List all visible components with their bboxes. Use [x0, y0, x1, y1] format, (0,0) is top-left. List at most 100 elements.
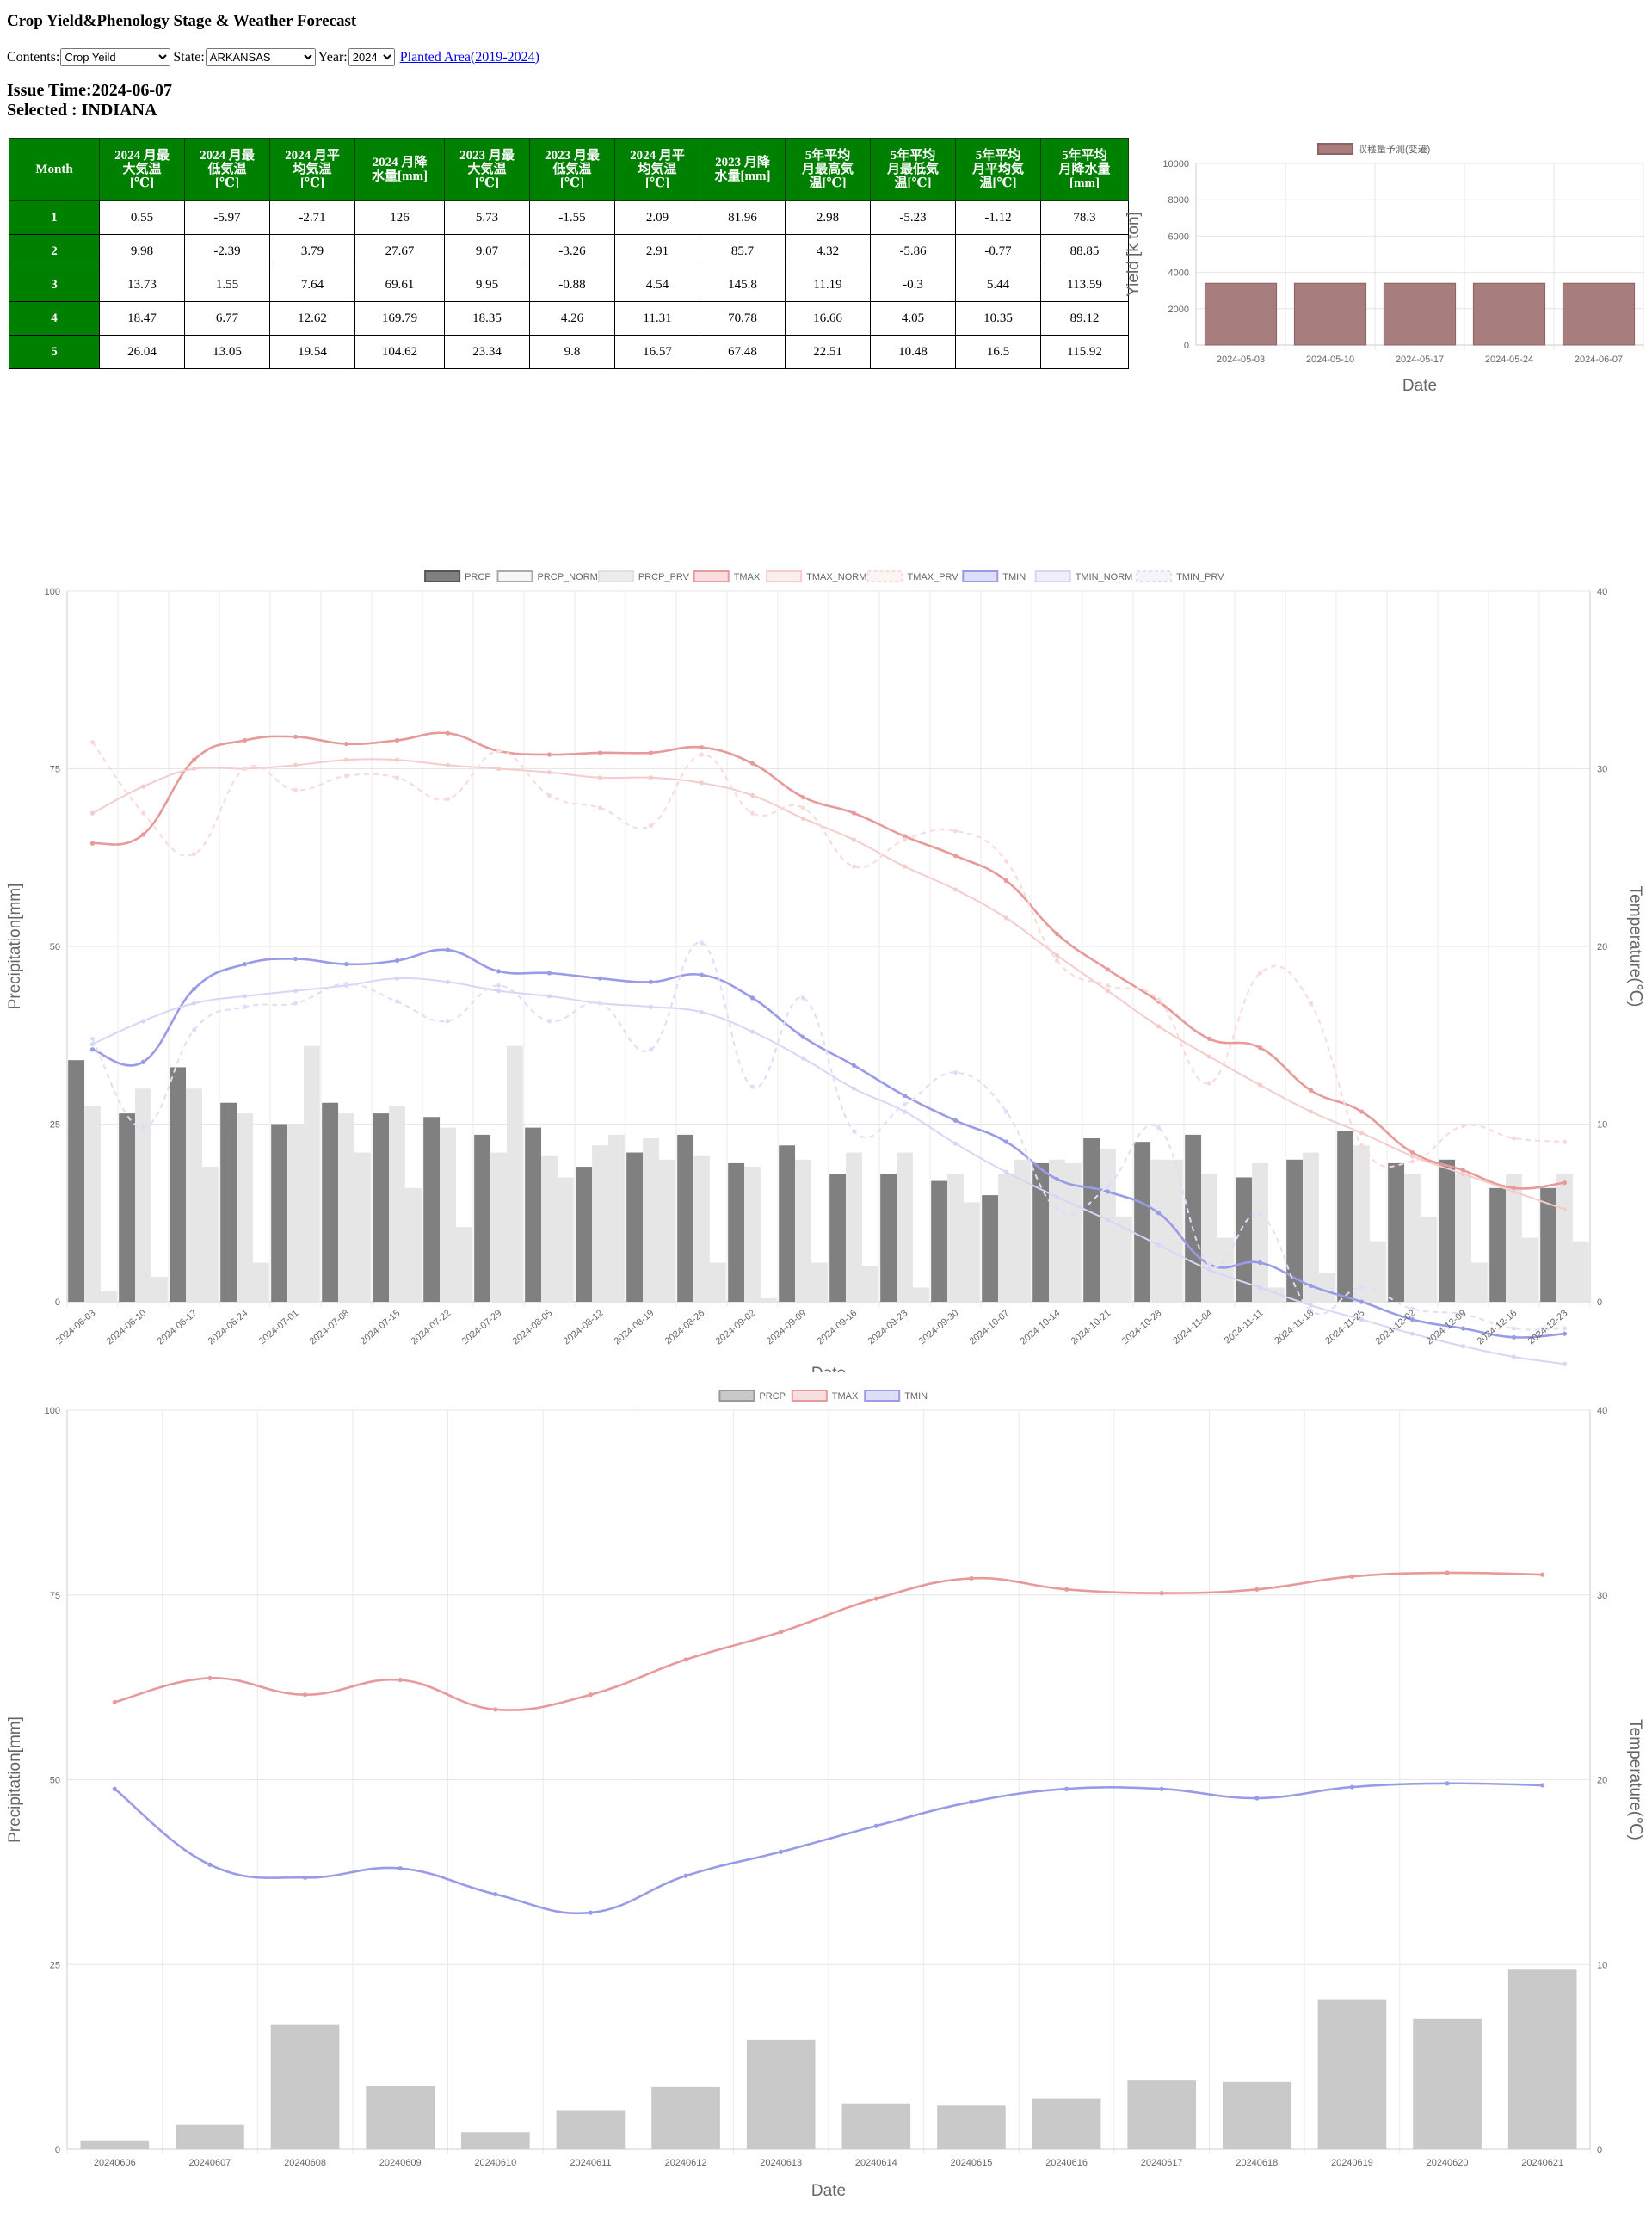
point-tmin-prv [1105, 1184, 1111, 1189]
table-cell: 13.05 [184, 335, 270, 369]
point-tmin-norm [242, 994, 248, 999]
point-tmin-norm [1257, 1285, 1263, 1291]
point-tmax [902, 834, 908, 839]
bar-prcp [1439, 1159, 1456, 1302]
bar-prcp-norm [1303, 1152, 1319, 1302]
legend-swatch-tmin [962, 570, 999, 582]
point-tmax [1308, 1088, 1314, 1093]
bar-prcp [170, 1067, 187, 1302]
legend-swatch-tmax-norm [766, 570, 803, 582]
point-tmin-norm [140, 1019, 146, 1024]
point-tmax-prv [394, 775, 400, 780]
table-cell: 16.5 [955, 335, 1041, 369]
point-tmin-norm [1156, 1242, 1162, 1248]
bar-prcp [423, 1117, 441, 1302]
point-tmin-norm [1003, 1169, 1009, 1174]
bar-prcp-norm [1556, 1174, 1573, 1302]
yield-bar [1383, 282, 1457, 346]
contents-select[interactable]: Crop Yeild [60, 48, 171, 66]
point-tmin [191, 986, 197, 992]
x-tick-label: 20240621 [1521, 2158, 1563, 2168]
bar-prcp [119, 1113, 136, 1302]
point-tmin-prv [394, 999, 400, 1004]
point-tmin-norm [1562, 1361, 1568, 1366]
bar-prcp [1317, 1999, 1387, 2149]
table-body: 1 0.55 -5.97 -2.71 126 5.73 -1.55 2.09 81.96 2.98… [9, 200, 1129, 369]
table-cell: 145.8 [700, 268, 786, 302]
bar-prcp-prv [404, 1187, 422, 1302]
bar-prcp-prv [354, 1152, 371, 1302]
point-tmin-prv [89, 1036, 96, 1041]
point-tmax [242, 737, 248, 743]
bar-prcp [474, 1134, 491, 1302]
point-tmax-prv [140, 810, 146, 816]
x-tick-label: 2024-09-02 [714, 1308, 758, 1347]
bar-prcp [373, 1113, 390, 1302]
point-tmax-norm [597, 775, 603, 780]
bar-prcp [841, 2103, 911, 2149]
point-tmax [140, 832, 146, 837]
state-select[interactable]: ARKANSAS [205, 48, 316, 66]
table-cell: 104.62 [354, 335, 445, 369]
y-left-tick-label: 25 [50, 1120, 60, 1131]
table-header-8: 2023 月降 水量[mm] [700, 138, 786, 201]
line-tmax-prv [91, 741, 1565, 1168]
point-tmin-prv [749, 1084, 755, 1089]
legend-swatch-prcp-norm [496, 570, 533, 582]
point-tmax-prv [1308, 1001, 1314, 1006]
legend-swatch-prcp [424, 570, 461, 582]
x-tick-label: 2024-06-03 [54, 1308, 98, 1347]
x-tick-label: 2024-05-17 [1396, 354, 1444, 365]
point-tmin-prv [140, 1125, 146, 1131]
point-tmin-norm [546, 994, 552, 999]
point-tmax [1257, 1045, 1263, 1051]
point-tmin [1063, 1786, 1069, 1791]
legend-swatch-tmax [791, 1390, 828, 1402]
contents-label: Contents: [7, 49, 60, 65]
point-tmin-norm [1359, 1317, 1365, 1322]
bar-prcp-norm [643, 1138, 659, 1302]
point-tmin [493, 1892, 498, 1897]
bar-prcp [1032, 1162, 1050, 1302]
legend-label-tmax: TMAX [832, 1391, 859, 1402]
point-tmin-norm [902, 1109, 908, 1114]
month-cell: 3 [9, 268, 100, 302]
table-header-7: 2024 月平 均気温 [℃] [614, 138, 700, 201]
legend-label-prcp-prv: PRCP_PRV [638, 572, 690, 582]
bar-prcp-prv [1420, 1216, 1437, 1302]
point-tmax-prv [496, 749, 502, 754]
x-tick-label: 20240606 [94, 2158, 136, 2168]
year-select[interactable]: 2024 [348, 48, 395, 66]
month-cell: 5 [9, 335, 100, 369]
month-cell: 1 [9, 200, 100, 235]
point-tmin [1105, 1189, 1111, 1194]
planted-area-link[interactable]: Planted Area(2019-2024) [399, 49, 539, 65]
x-axis-title: Date [811, 2182, 846, 2200]
bar-prcp-norm [592, 1145, 608, 1302]
bar-prcp-prv [100, 1291, 117, 1302]
x-tick-label: 2024-11-25 [1323, 1308, 1366, 1347]
point-tmax [1349, 1574, 1355, 1579]
y-tick-label: 8000 [1168, 195, 1189, 206]
point-tmax [1054, 931, 1060, 937]
point-tmin-prv [445, 1019, 451, 1024]
point-tmax [1254, 1587, 1260, 1592]
point-tmax [1359, 1109, 1365, 1114]
point-tmax [800, 794, 806, 800]
point-tmax [699, 745, 705, 750]
x-tick-label: 20240620 [1427, 2158, 1469, 2168]
point-tmin-prv [191, 1027, 197, 1032]
point-tmin-norm [851, 1086, 857, 1091]
bar-prcp [1413, 2018, 1482, 2149]
point-tmin [1511, 1334, 1517, 1340]
bar-prcp [556, 2110, 626, 2149]
bar-prcp-norm [1100, 1149, 1116, 1302]
point-tmax-prv [952, 829, 959, 834]
bar-prcp-norm [287, 1124, 304, 1302]
bar-prcp-norm [490, 1152, 507, 1302]
bar-prcp [1134, 1142, 1151, 1302]
table-cell: 78.3 [1040, 200, 1129, 235]
point-tmin-norm [191, 1001, 197, 1006]
y-right-tick-label: 10 [1597, 1120, 1607, 1131]
legend-label-tmax-prv: TMAX_PRV [908, 572, 959, 582]
